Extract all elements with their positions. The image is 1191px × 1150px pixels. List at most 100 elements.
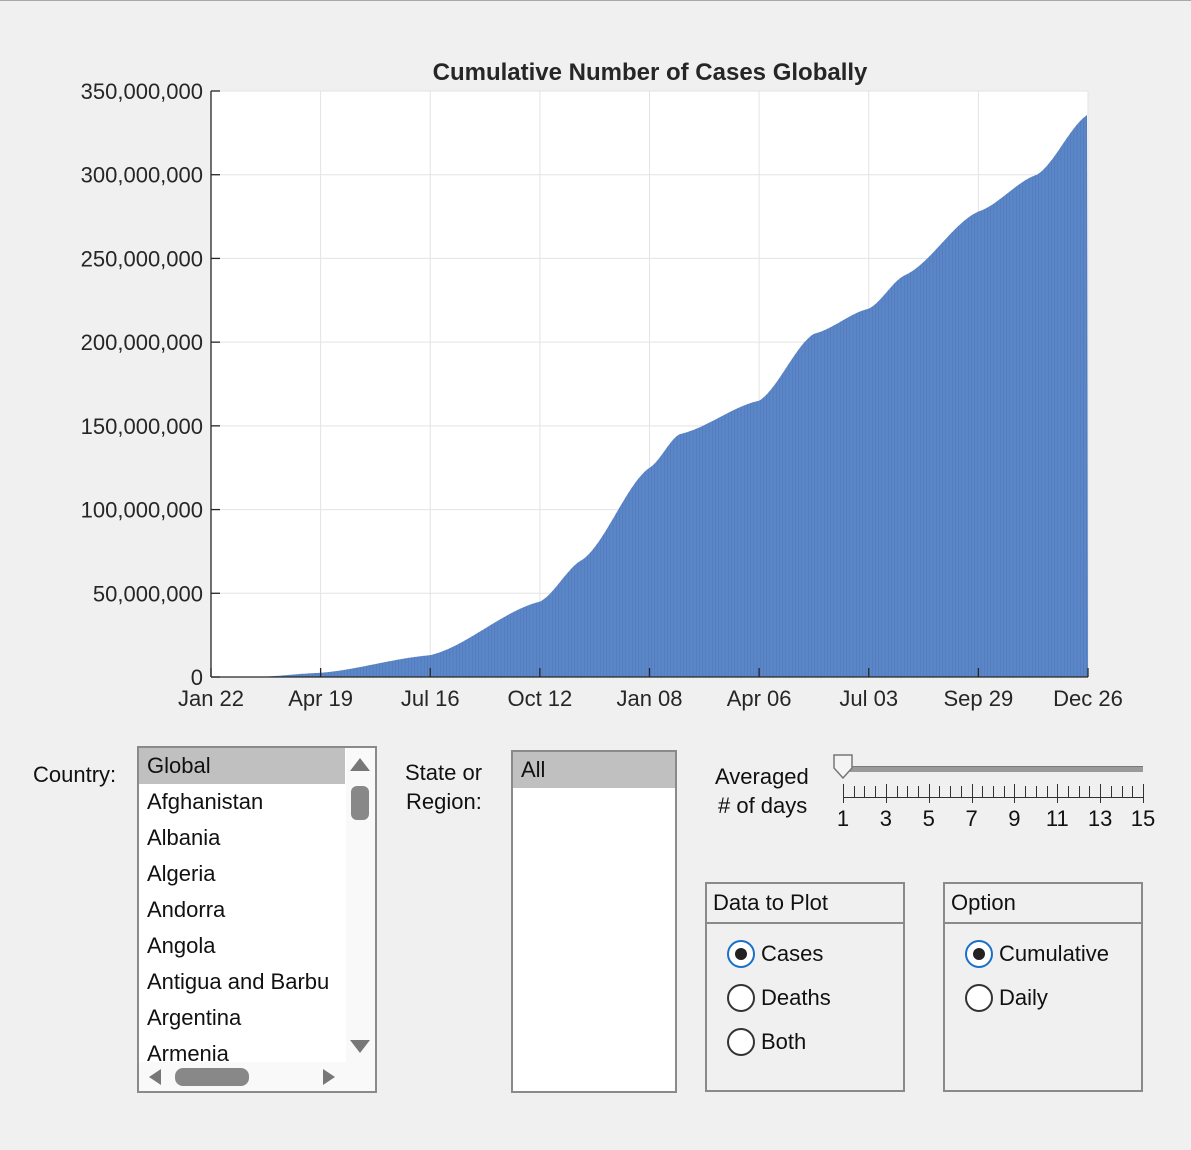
x-axis-ticks: Jan 22 Apr 19 Jul 16 Oct 12 Jan 08 Apr 06 Jul … — [178, 668, 1123, 711]
y-tick-label: 350,000,000 — [81, 79, 203, 104]
country-list-item[interactable]: Armenia — [147, 1041, 229, 1062]
region-label-line1: State or — [405, 760, 483, 785]
region-label-line2: Region: — [406, 789, 482, 814]
country-items: Global Afghanistan Albania Algeria Andorra An… — [139, 748, 345, 1062]
region-listbox[interactable]: All — [511, 750, 677, 1093]
country-list-item[interactable]: Algeria — [147, 861, 216, 886]
country-list-item[interactable]: Afghanistan — [147, 789, 264, 814]
y-tick-label: 300,000,000 — [81, 163, 203, 188]
slider-tick-label: 1 — [836, 806, 850, 831]
x-tick-label: Apr 06 — [727, 686, 792, 711]
x-tick-label: Jan 22 — [178, 686, 244, 711]
slider-tick — [971, 784, 973, 803]
slider-tick — [885, 784, 887, 803]
radio-label: Daily — [999, 985, 1048, 1010]
radio-label: Deaths — [761, 985, 831, 1010]
slider-tick — [950, 786, 952, 797]
radio-button-icon[interactable] — [965, 984, 993, 1012]
x-tick-label: Jul 16 — [401, 686, 460, 711]
avg-days-label-line2: # of days — [718, 793, 808, 818]
window-top-border — [0, 0, 1191, 1]
slider-tick — [1014, 784, 1016, 803]
slider-tick — [928, 784, 930, 803]
region-items: All — [513, 752, 675, 788]
y-tick-label: 50,000,000 — [93, 581, 203, 606]
slider-tick — [993, 786, 994, 797]
country-list-item[interactable]: Andorra — [147, 897, 226, 922]
scroll-thumb[interactable] — [351, 786, 369, 820]
slider-tick-label: 5 — [922, 806, 935, 831]
country-listbox[interactable]: Global Afghanistan Albania Algeria Andorra An… — [137, 746, 377, 1093]
slider-tick-label: 9 — [1008, 806, 1021, 831]
avg-days-label-line1: Averaged — [715, 764, 809, 789]
slider-tick-label: 15 — [1130, 806, 1156, 831]
country-list-item[interactable]: Albania — [147, 825, 221, 850]
slider-tick-label: 7 — [965, 806, 978, 831]
slider-tick — [1121, 786, 1123, 797]
data-to-plot-panel: Data to Plot Cases Deaths Both — [705, 882, 905, 1092]
y-tick-label: 150,000,000 — [81, 414, 203, 439]
radio-button-icon[interactable] — [727, 940, 755, 968]
slider-tick — [864, 786, 866, 797]
option-title: Option — [945, 884, 1141, 924]
avg-days-slider[interactable]: 1 3 5 7 9 11 13 15 — [830, 752, 1160, 842]
slider-tick — [1003, 786, 1005, 797]
radio-button-icon[interactable] — [727, 984, 755, 1012]
radio-label: Cumulative — [999, 941, 1110, 966]
scroll-left-arrow-icon[interactable] — [149, 1069, 161, 1085]
slider-tick — [1100, 784, 1102, 803]
slider-tick — [896, 786, 898, 797]
scroll-up-arrow-icon[interactable] — [350, 758, 370, 771]
slider-tick — [960, 786, 962, 797]
radio-button-icon[interactable] — [965, 940, 993, 968]
country-label: Country: — [33, 762, 117, 787]
scroll-down-arrow-icon[interactable] — [350, 1040, 370, 1053]
chart-title: Cumulative Number of Cases Globally — [433, 59, 868, 86]
slider-tick — [1035, 786, 1037, 797]
slider-tick — [843, 784, 844, 803]
slider-tick-label: 13 — [1087, 806, 1113, 831]
slider-tick — [1110, 786, 1112, 797]
bar-stripes — [283, 115, 1087, 677]
option-panel: Option Cumulative Daily — [943, 882, 1143, 1092]
slider-tick — [1078, 786, 1080, 797]
country-list-item[interactable]: Argentina — [147, 1005, 242, 1030]
region-list-item[interactable]: All — [513, 752, 675, 788]
country-vertical-scrollbar[interactable] — [346, 748, 375, 1062]
x-tick-label: Dec 26 — [1053, 686, 1123, 711]
slider-tick — [1025, 786, 1027, 797]
radio-label: Both — [761, 1029, 807, 1054]
slider-tick — [918, 786, 919, 797]
country-list-item[interactable]: Angola — [147, 933, 216, 958]
slider-tick — [1089, 786, 1091, 797]
cumulative-cases-chart: Cumulative Number of Cases Globally Jan … — [81, 59, 1123, 711]
y-tick-label: 200,000,000 — [81, 330, 203, 355]
country-list-item[interactable]: Global — [139, 748, 345, 784]
horizontal-scroll-thumb[interactable] — [175, 1068, 249, 1086]
scroll-right-arrow-icon[interactable] — [323, 1069, 335, 1085]
slider-scale-baseline — [843, 797, 1143, 798]
slider-tick-label: 3 — [879, 806, 892, 831]
slider-tick-label: 11 — [1045, 806, 1069, 831]
y-axis-ticks: 0 50,000,000 100,000,000 150,000,000 200,000… — [81, 79, 220, 690]
country-horizontal-scrollbar[interactable] — [139, 1062, 375, 1091]
slider-thumb[interactable] — [833, 754, 853, 780]
radio-button-icon[interactable] — [727, 1028, 755, 1056]
x-tick-label: Sep 29 — [944, 686, 1014, 711]
slider-tick — [1132, 786, 1134, 797]
x-tick-label: Apr 19 — [288, 686, 353, 711]
x-tick-label: Oct 12 — [507, 686, 572, 711]
slider-tick — [982, 786, 984, 797]
slider-tick — [907, 786, 909, 797]
slider-tick — [1068, 786, 1069, 797]
slider-tick — [1057, 784, 1059, 803]
y-tick-label: 100,000,000 — [81, 498, 203, 523]
slider-tick — [939, 786, 941, 797]
radio-label: Cases — [761, 941, 824, 966]
slider-tick — [853, 786, 855, 797]
country-list-item[interactable]: Antigua and Barbu — [147, 969, 330, 994]
x-tick-label: Jan 08 — [616, 686, 682, 711]
data-to-plot-title: Data to Plot — [707, 884, 903, 924]
slider-track[interactable] — [842, 766, 1143, 772]
y-tick-label: 250,000,000 — [81, 246, 203, 271]
